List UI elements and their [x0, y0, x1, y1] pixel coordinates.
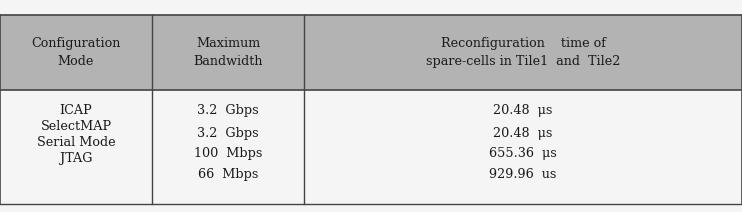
Text: 100  Mbps: 100 Mbps — [194, 147, 263, 160]
Text: Serial Mode: Serial Mode — [37, 136, 115, 149]
Text: 929.96  us: 929.96 us — [490, 167, 556, 181]
Text: SelectMAP: SelectMAP — [41, 120, 111, 133]
Text: 66  Mbps: 66 Mbps — [198, 167, 258, 181]
Text: Configuration
Mode: Configuration Mode — [31, 37, 121, 68]
Text: Maximum
Bandwidth: Maximum Bandwidth — [194, 37, 263, 68]
Text: 20.48  μs: 20.48 μs — [493, 104, 553, 117]
Text: ICAP: ICAP — [59, 104, 93, 117]
Text: Reconfiguration    time of
spare-cells in Tile1  and  Tile2: Reconfiguration time of spare-cells in T… — [426, 37, 620, 68]
Text: 655.36  μs: 655.36 μs — [489, 147, 557, 160]
Bar — [0, 90, 742, 204]
Text: 20.48  μs: 20.48 μs — [493, 127, 553, 140]
Text: JTAG: JTAG — [60, 152, 92, 165]
Bar — [0, 15, 742, 90]
Text: 3.2  Gbps: 3.2 Gbps — [197, 104, 259, 117]
Text: 3.2  Gbps: 3.2 Gbps — [197, 127, 259, 140]
